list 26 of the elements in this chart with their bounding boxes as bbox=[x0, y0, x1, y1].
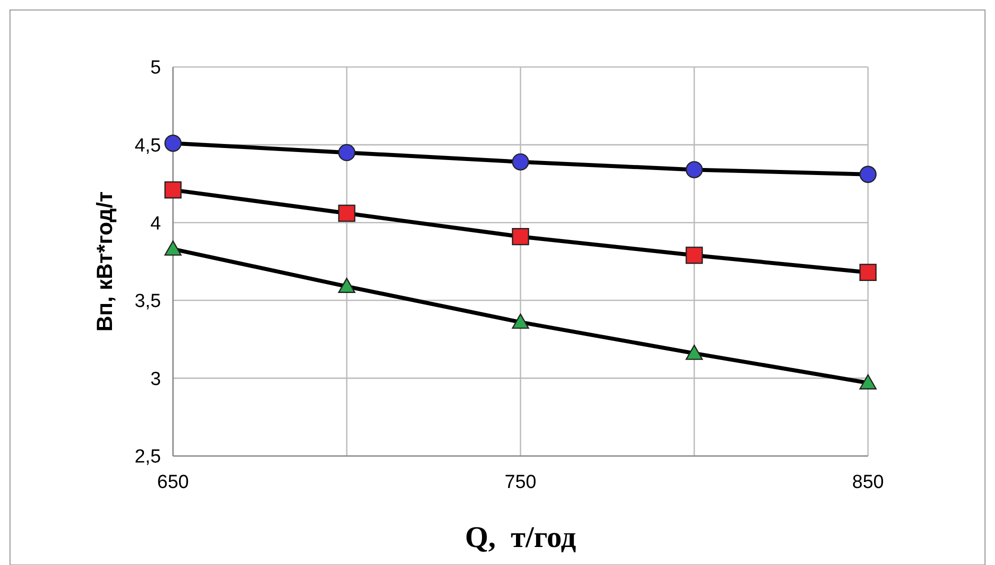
point bbox=[338, 278, 356, 293]
point bbox=[164, 240, 182, 256]
point bbox=[686, 344, 703, 360]
point bbox=[686, 161, 703, 178]
point bbox=[512, 228, 530, 246]
y-tick-label: 4 bbox=[150, 213, 162, 234]
y-axis-title: Вп, кВт*год/т bbox=[92, 191, 117, 332]
x-tick-label: 750 bbox=[504, 472, 536, 493]
point bbox=[859, 166, 877, 183]
point bbox=[686, 246, 703, 264]
y-tick-label: 3 bbox=[150, 368, 161, 390]
x-tick-label: 650 bbox=[157, 472, 189, 493]
point bbox=[164, 134, 182, 152]
x-axis-title: Q, т/год bbox=[464, 521, 576, 554]
point bbox=[859, 374, 877, 390]
y-tick-label: 4,5 bbox=[134, 135, 161, 156]
point bbox=[859, 264, 877, 281]
point bbox=[512, 314, 530, 329]
y-tick-label: 2,5 bbox=[134, 446, 161, 468]
x-tick-label: 850 bbox=[852, 472, 884, 493]
y-tick-label: 5 bbox=[150, 58, 161, 79]
point bbox=[338, 144, 356, 162]
y-tick-label: 3,5 bbox=[134, 291, 161, 312]
point bbox=[164, 181, 182, 199]
point bbox=[512, 153, 530, 171]
point bbox=[338, 204, 356, 222]
